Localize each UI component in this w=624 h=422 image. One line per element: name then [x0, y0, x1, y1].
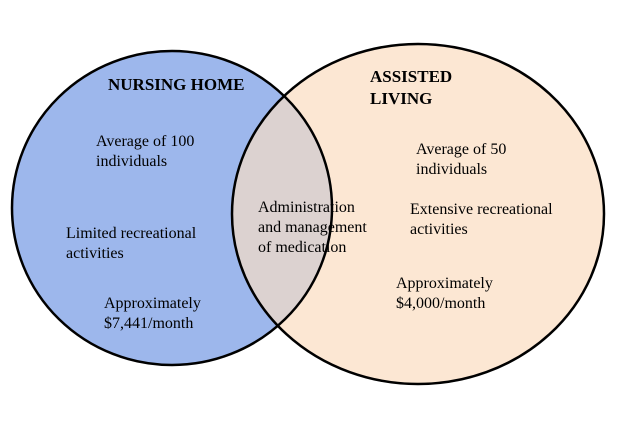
nursing-home-capacity-line2: individuals	[96, 153, 168, 170]
assisted-living-cost: Approximately $4,000/month	[396, 274, 493, 314]
nursing-home-title: NURSING HOME	[108, 75, 245, 94]
assisted-living-capacity: Average of 50 individuals	[416, 140, 506, 180]
assisted-living-circle	[232, 44, 604, 384]
nursing-home-cost-line2: $7,441/month	[104, 315, 194, 332]
assisted-living-cost-line2: $4,000/month	[396, 295, 486, 312]
assisted-living-recreation-line2: activities	[410, 221, 468, 238]
assisted-living-title-line1: ASSISTED	[370, 67, 453, 86]
nursing-home-recreation: Limited recreational activities	[66, 224, 196, 264]
assisted-living-recreation-line1: Extensive recreational	[410, 201, 553, 218]
nursing-home-capacity-line1: Average of 100	[96, 133, 195, 150]
nursing-home-capacity: Average of 100 individuals	[96, 132, 194, 172]
overlap-text: Administration and management of medicat…	[258, 198, 367, 258]
assisted-living-cost-line1: Approximately	[396, 275, 493, 292]
nursing-home-cost-line1: Approximately	[104, 295, 201, 312]
nursing-home-outline	[10, 49, 334, 367]
nursing-home-recreation-line1: Limited recreational	[66, 225, 197, 242]
assisted-living-capacity-line2: individuals	[416, 161, 488, 178]
overlap-line2: and management	[258, 219, 367, 236]
overlap-line3: of medication	[258, 239, 347, 256]
assisted-living-capacity-line1: Average of 50	[416, 141, 507, 158]
assisted-living-outline	[230, 42, 606, 386]
assisted-living-title: ASSISTED LIVING	[370, 66, 452, 110]
overlap-line1: Administration	[258, 199, 355, 216]
nursing-home-recreation-line2: activities	[66, 245, 124, 262]
assisted-living-title-line2: LIVING	[370, 89, 433, 108]
nursing-home-cost: Approximately $7,441/month	[104, 294, 201, 334]
assisted-living-recreation: Extensive recreational activities	[410, 200, 553, 240]
